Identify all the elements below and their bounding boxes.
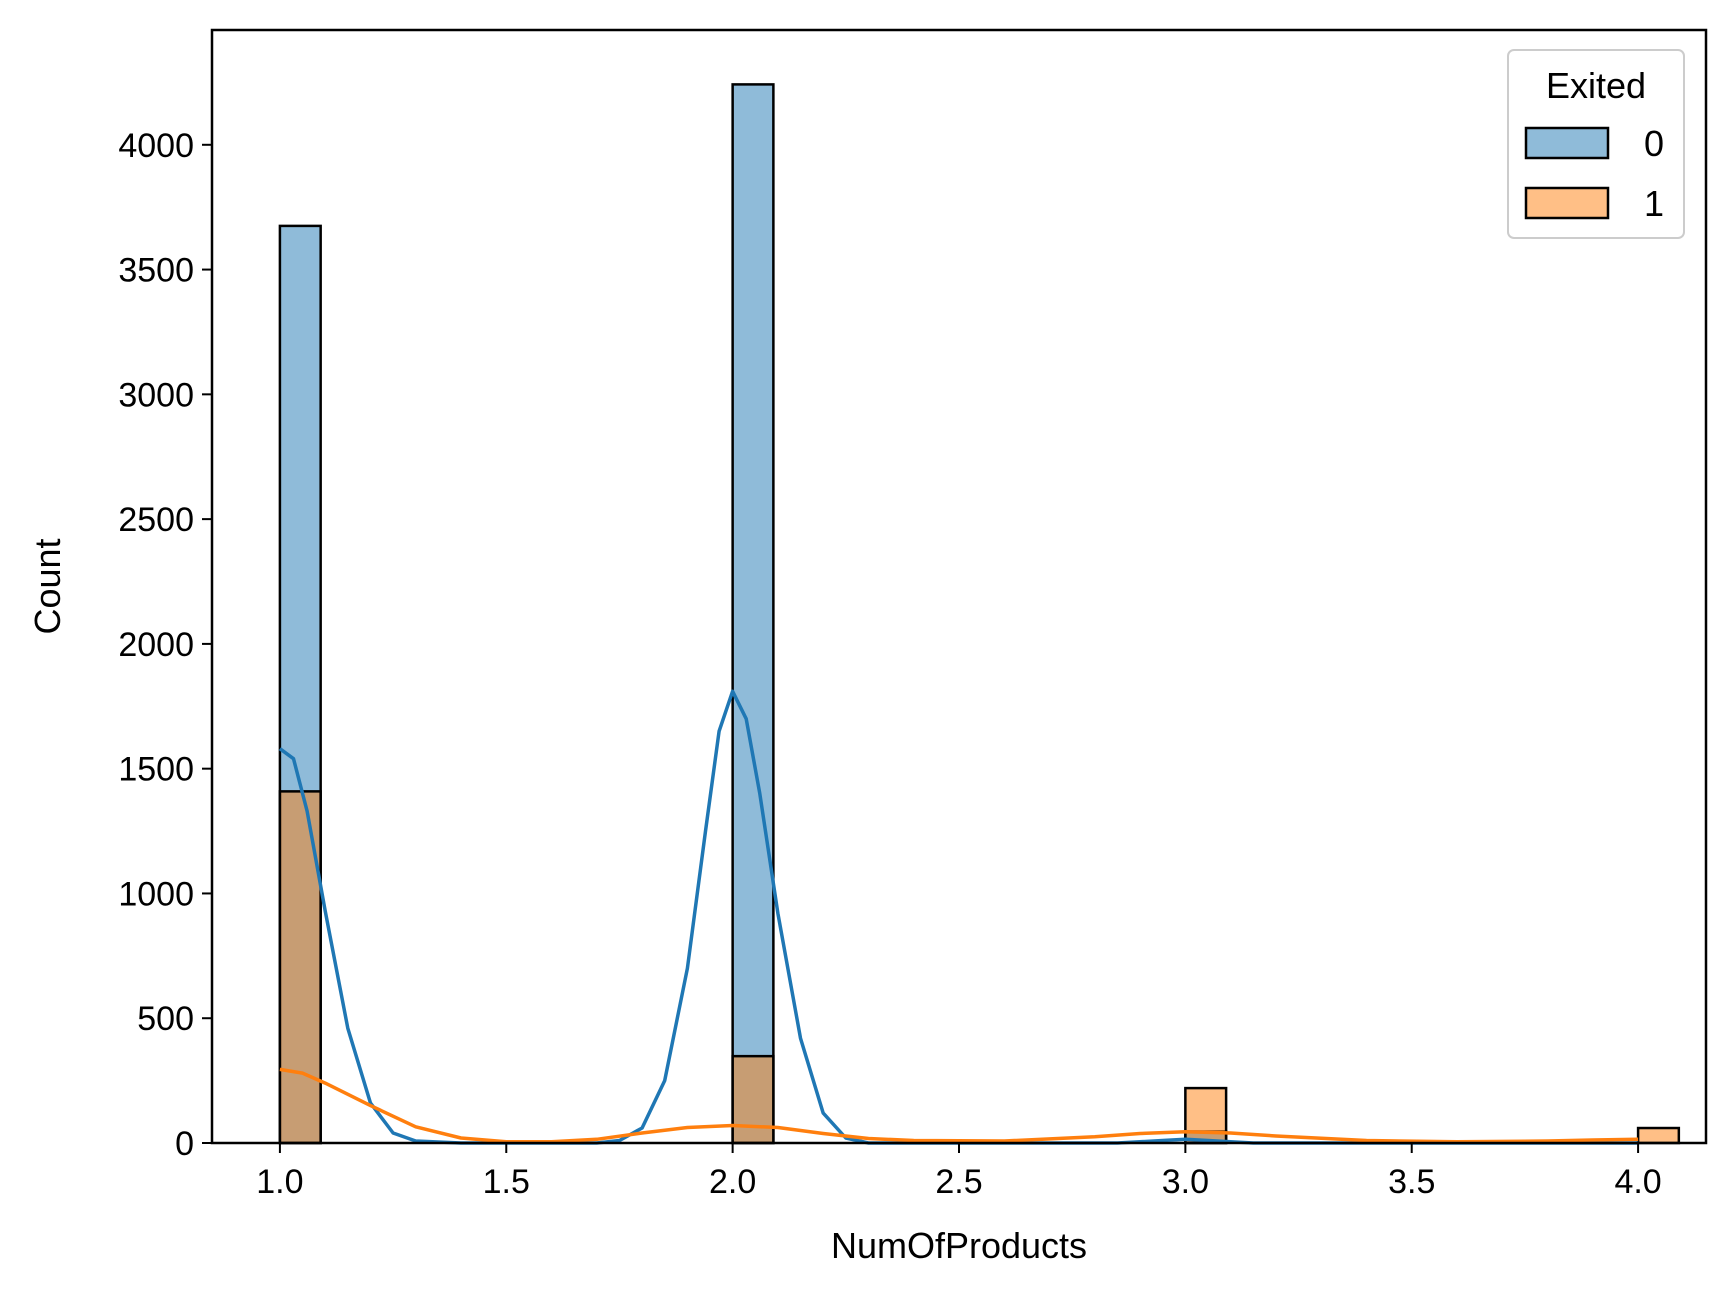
y-axis-label: Count	[27, 538, 68, 634]
x-tick-label: 3.5	[1388, 1163, 1435, 1201]
x-tick-label: 2.0	[709, 1163, 756, 1201]
bar-exited-1-x2	[731, 1054, 775, 1145]
y-tick-label: 2500	[118, 501, 194, 539]
y-tick-label: 500	[137, 1000, 194, 1038]
histogram-bars	[278, 83, 1681, 1145]
legend-label-exited-0: 0	[1644, 123, 1664, 164]
legend: Exited 0 1	[1507, 49, 1685, 239]
legend-title: Exited	[1546, 65, 1646, 106]
kde-line-exited-1	[279, 1067, 1639, 1144]
bar-exited-1-x3	[1184, 1086, 1228, 1145]
y-tick-label: 1500	[118, 751, 194, 789]
y-tick-label: 4000	[118, 127, 194, 165]
y-tick-label: 2000	[118, 626, 194, 664]
legend-swatch-exited-0	[1524, 126, 1610, 160]
x-tick-label: 4.0	[1614, 1163, 1661, 1201]
x-axis-ticks: 1.0 1.5 2.0 2.5 3.0 3.5 4.0	[256, 1143, 1662, 1201]
kde-curves	[278, 689, 1639, 1145]
y-tick-label: 0	[175, 1125, 194, 1163]
x-axis-label: NumOfProducts	[831, 1225, 1087, 1266]
legend-swatch-exited-1	[1524, 186, 1610, 220]
y-tick-label: 1000	[118, 875, 194, 913]
y-tick-label: 3000	[118, 376, 194, 414]
x-tick-label: 1.5	[483, 1163, 530, 1201]
y-axis-ticks: 0 500 1000 1500 2000 2500 3000 3500 4000	[118, 127, 212, 1163]
x-tick-label: 2.5	[935, 1163, 982, 1201]
x-tick-label: 1.0	[256, 1163, 303, 1201]
bar-exited-0-x2	[731, 83, 775, 1145]
axes-frame	[210, 28, 1708, 1145]
legend-label-exited-1: 1	[1644, 183, 1664, 224]
y-tick-label: 3500	[118, 252, 194, 290]
x-tick-label: 3.0	[1162, 1163, 1209, 1201]
bar-exited-1-x4	[1636, 1126, 1681, 1145]
kde-line-exited-0	[278, 689, 1639, 1145]
